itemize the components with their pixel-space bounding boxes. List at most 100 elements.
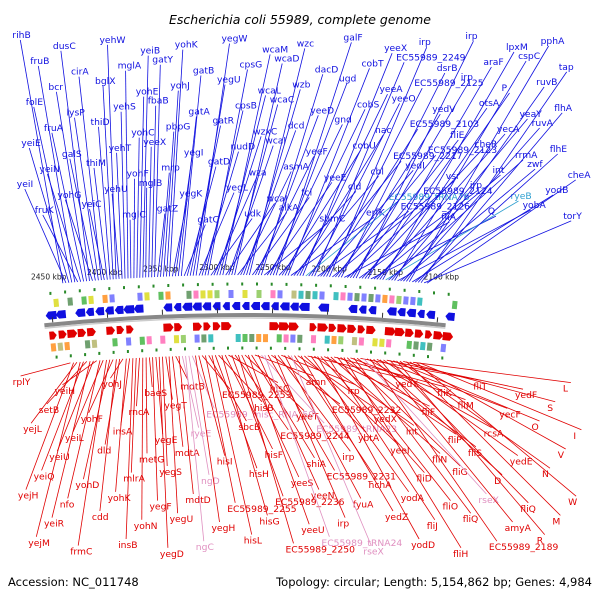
- cog-box: [137, 292, 143, 301]
- gc-mark: [285, 282, 288, 286]
- plus-gene-leader: [246, 89, 301, 276]
- cog-box: [160, 335, 166, 344]
- plus-gene-label: yegK: [179, 189, 203, 200]
- plus-strand-gene: [417, 309, 425, 319]
- minus-gene-label: metG: [139, 454, 164, 465]
- plus-gene-leader: [163, 131, 175, 277]
- plus-gene-label: dacD: [315, 64, 339, 75]
- minus-gene-leader: [409, 361, 566, 450]
- plus-strand-gene: [202, 302, 212, 311]
- gc-mark: [112, 350, 115, 354]
- gc-mark: [374, 286, 377, 290]
- minus-gene-leader: [172, 356, 184, 447]
- minus-gene-label: yegF: [150, 502, 172, 513]
- cog-box: [413, 341, 419, 350]
- minus-gene-label: ryeE: [191, 429, 212, 440]
- plus-gene-leader: [136, 137, 140, 278]
- gc-mark: [155, 348, 158, 352]
- gc-mark: [137, 285, 140, 289]
- plus-gene-leader: [275, 42, 352, 276]
- cog-box: [256, 333, 262, 343]
- cog-box: [53, 298, 60, 308]
- gc-mark: [169, 347, 172, 351]
- plus-gene-leader: [388, 159, 524, 281]
- minus-gene-label: yegU: [170, 514, 194, 525]
- plus-gene-label: yeeD: [310, 105, 334, 116]
- minus-gene-label: yejL: [23, 424, 43, 435]
- plus-gene-leader: [192, 84, 226, 276]
- plus-gene-label: yehW: [100, 35, 126, 46]
- minus-gene-leader: [274, 355, 346, 518]
- minus-gene-leader: [399, 360, 551, 469]
- tick-label: 2400 kbp: [87, 268, 123, 277]
- gc-mark: [256, 282, 258, 286]
- gc-mark: [108, 287, 111, 291]
- gc-mark: [355, 349, 358, 353]
- plus-gene-leader: [308, 160, 402, 277]
- plus-gene-leader: [111, 193, 120, 279]
- minus-gene-leader: [155, 356, 164, 435]
- plus-gene-label: irp: [461, 72, 473, 83]
- genome-ring: [44, 282, 458, 360]
- cog-box: [200, 290, 206, 299]
- cog-box: [361, 293, 367, 302]
- plus-gene-label: fliE: [450, 130, 464, 141]
- minus-gene-leader: [221, 354, 268, 516]
- minus-gene-leader: [110, 358, 124, 379]
- minus-gene-label: yohK: [108, 493, 132, 504]
- cog-box: [262, 334, 269, 343]
- plus-gene-leader: [349, 139, 459, 278]
- minus-gene-leader: [56, 360, 94, 452]
- plus-gene-label: yedI: [405, 160, 425, 171]
- plus-gene-leader: [89, 208, 105, 280]
- minus-gene-leader: [300, 355, 394, 512]
- plus-gene-label: cspC: [518, 51, 540, 62]
- plus-gene-label: folE: [26, 97, 43, 108]
- minus-gene-label: cdd: [92, 512, 109, 523]
- plus-gene-leader: [28, 147, 70, 283]
- minus-gene-leader: [343, 357, 462, 549]
- gc-mark: [255, 346, 258, 350]
- plus-gene-leader: [420, 71, 568, 283]
- plus-gene-label: cobS: [357, 99, 380, 110]
- minus-gene-leader: [363, 358, 487, 495]
- plus-gene-leader: [166, 90, 179, 277]
- plus-gene-label: yeiC: [82, 199, 102, 210]
- minus-gene-label: yeiU: [49, 452, 69, 463]
- plus-strand-gene: [406, 308, 417, 318]
- gc-mark: [184, 347, 186, 351]
- plus-gene-leader: [340, 72, 446, 278]
- plus-strand-gene: [212, 302, 221, 311]
- cog-box: [389, 295, 395, 304]
- plus-gene-leader: [272, 83, 348, 276]
- plus-gene-leader: [169, 49, 184, 277]
- minus-gene-leader: [267, 354, 335, 471]
- minus-strand-gene: [288, 322, 299, 331]
- plus-gene-label: ryeB: [511, 191, 532, 202]
- minus-gene-label: baeS: [144, 388, 167, 399]
- plus-gene-label: EC55989_2217: [393, 151, 463, 162]
- minus-gene-leader: [330, 356, 441, 454]
- plus-gene-label: dsrB: [437, 63, 458, 74]
- gc-mark: [93, 288, 96, 292]
- plus-gene-label: gatB: [193, 66, 214, 77]
- backbone-shadow: [44, 317, 446, 329]
- gc-mark: [341, 348, 344, 352]
- plus-gene-label: fcl: [301, 187, 312, 198]
- plus-gene-label: araF: [483, 57, 503, 68]
- minus-gene-label: yejM: [28, 538, 50, 549]
- minus-gene-leader: [337, 356, 451, 501]
- plus-strand-gene: [192, 302, 202, 311]
- minus-gene-leader: [77, 359, 107, 546]
- plus-gene-label: fbaB: [148, 96, 169, 107]
- minus-gene-label: hisH: [249, 469, 269, 480]
- plus-gene-label: cbl: [371, 166, 384, 177]
- gc-mark: [182, 283, 185, 287]
- plus-gene-leader: [145, 187, 148, 278]
- plus-gene-leader: [93, 167, 108, 280]
- minus-gene-leader: [261, 354, 325, 424]
- plus-gene-leader: [228, 145, 274, 276]
- minus-strand-gene: [67, 329, 78, 339]
- minus-strand-gene: [174, 323, 183, 332]
- minus-strand-gene: [58, 330, 67, 339]
